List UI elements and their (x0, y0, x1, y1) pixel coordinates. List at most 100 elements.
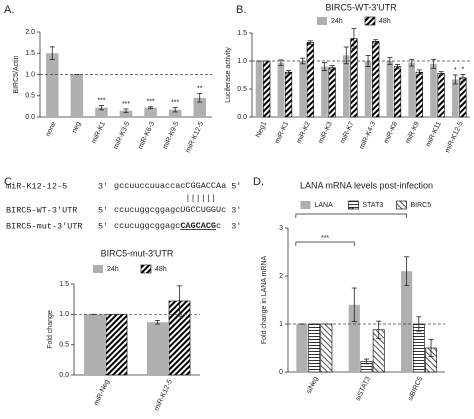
error-bar (452, 74, 458, 85)
x-tick-label: none (45, 121, 58, 138)
significance-label: *** (146, 99, 154, 106)
strand-end: 3' (231, 221, 241, 231)
error-bar (197, 93, 203, 103)
error-bar (321, 62, 327, 71)
legend-label: 48h (379, 18, 391, 25)
comparison-bracket (295, 241, 355, 246)
y-axis-label: BIRC5/Actin (13, 55, 20, 93)
y-tick-label: 0.0 (59, 372, 69, 379)
strand-end: 5' (98, 205, 108, 215)
y-axis-label: Luciferase activity (225, 47, 232, 103)
bar (263, 60, 271, 118)
bar (277, 62, 285, 117)
x-tick-label: miR-K12-5 (444, 121, 465, 154)
sequence: ccucuggcggagcCAGCACGc (114, 221, 221, 231)
bar (299, 61, 306, 117)
bar (401, 271, 413, 372)
error-bar (123, 108, 129, 113)
error-bar (98, 105, 104, 111)
error-bar (154, 319, 160, 325)
y-tick-label: 1.0 (25, 71, 35, 78)
comparison-bracket (295, 213, 407, 218)
sequence-segment: gccuuccuuaccacCGGACCAa (114, 181, 226, 191)
legend-swatch (396, 200, 407, 210)
error-bar (460, 74, 466, 82)
bar (255, 61, 263, 117)
legend-label: STAT3 (363, 202, 384, 209)
error-bar (148, 106, 154, 109)
error-bar (278, 59, 284, 66)
legend-swatch (317, 17, 327, 25)
bar (393, 66, 402, 118)
x-tick-label: miR-K12-5 (154, 379, 175, 412)
panel-label: C. (4, 176, 15, 188)
legend-swatch (300, 201, 311, 209)
x-tick-label: miR-K1 (274, 121, 290, 145)
bar (105, 314, 128, 376)
legend-label: 24h (331, 18, 343, 25)
y-tick-label: 1.5 (59, 281, 69, 288)
x-tick-label: miR-K9 (405, 121, 421, 145)
bar (350, 38, 358, 118)
x-tick-label: neg (71, 121, 82, 135)
y-tick-label: 1.5 (25, 50, 35, 57)
y-axis-label: Fold change in LANA mRNA (261, 256, 268, 345)
error-bar (373, 39, 379, 44)
sequence-name: miR-K12-12-5 (6, 181, 67, 191)
bar (459, 77, 467, 118)
significance-label: *** (171, 99, 179, 106)
error-bar (409, 58, 415, 67)
x-tick-label: miR-K8 (383, 121, 399, 145)
bar (321, 66, 328, 117)
bar (70, 74, 84, 117)
bar (146, 322, 168, 375)
bar (168, 109, 182, 117)
x-tick-label: miR-K7 (339, 121, 355, 145)
significance-label: *** (97, 97, 105, 104)
bar (437, 73, 445, 118)
legend-label: LANA (315, 202, 334, 209)
legend-label: 48h (155, 266, 167, 273)
error-bar (172, 107, 178, 113)
panel-label: A. (4, 4, 14, 16)
y-tick-label: 1 (279, 321, 283, 328)
bar (415, 71, 423, 118)
error-bar (343, 46, 349, 65)
error-bar (428, 338, 434, 358)
chart-title: BIRC5-mut-3'UTR (101, 248, 174, 258)
x-tick-label: siNeg (306, 376, 320, 395)
bar (320, 323, 333, 373)
x-tick-label: miR-Neg (93, 379, 111, 407)
sequence: ccucuggcggagcUGCCUGGUc (114, 205, 226, 215)
error-bar (49, 46, 55, 61)
error-bar (351, 287, 357, 323)
legend-label: 24h (107, 266, 119, 273)
legend-label: BIRC5 (411, 202, 432, 209)
bar (284, 71, 293, 118)
base-pairing: |||||| (185, 193, 216, 203)
error-bar (177, 285, 183, 317)
y-tick-label: 0.5 (59, 342, 69, 349)
sequence-name: BIRC5-WT-3'UTR (6, 205, 77, 215)
strand-end: 3' (231, 205, 241, 215)
error-bar (307, 40, 313, 45)
sequence-segment: CAGCACG (180, 221, 216, 231)
bar (308, 323, 321, 373)
error-bar (438, 71, 444, 76)
y-tick-label: 0.0 (237, 114, 247, 121)
significance-label: *** (122, 101, 130, 108)
x-tick-label: Neg1 (255, 121, 268, 139)
bar (328, 67, 336, 118)
bar (386, 61, 394, 117)
bar (83, 314, 105, 375)
significance-label: ** (197, 85, 203, 92)
bar (193, 97, 206, 117)
sequence-segment: ccucuggcggagcUGCCUGGUc (114, 205, 226, 215)
y-tick-label: 1.0 (237, 58, 247, 65)
y-tick-label: 3 (279, 225, 283, 232)
legend-swatch (93, 265, 103, 273)
significance-label: * (462, 66, 465, 73)
strand-end: 3' (98, 181, 108, 191)
error-bar (351, 28, 357, 50)
